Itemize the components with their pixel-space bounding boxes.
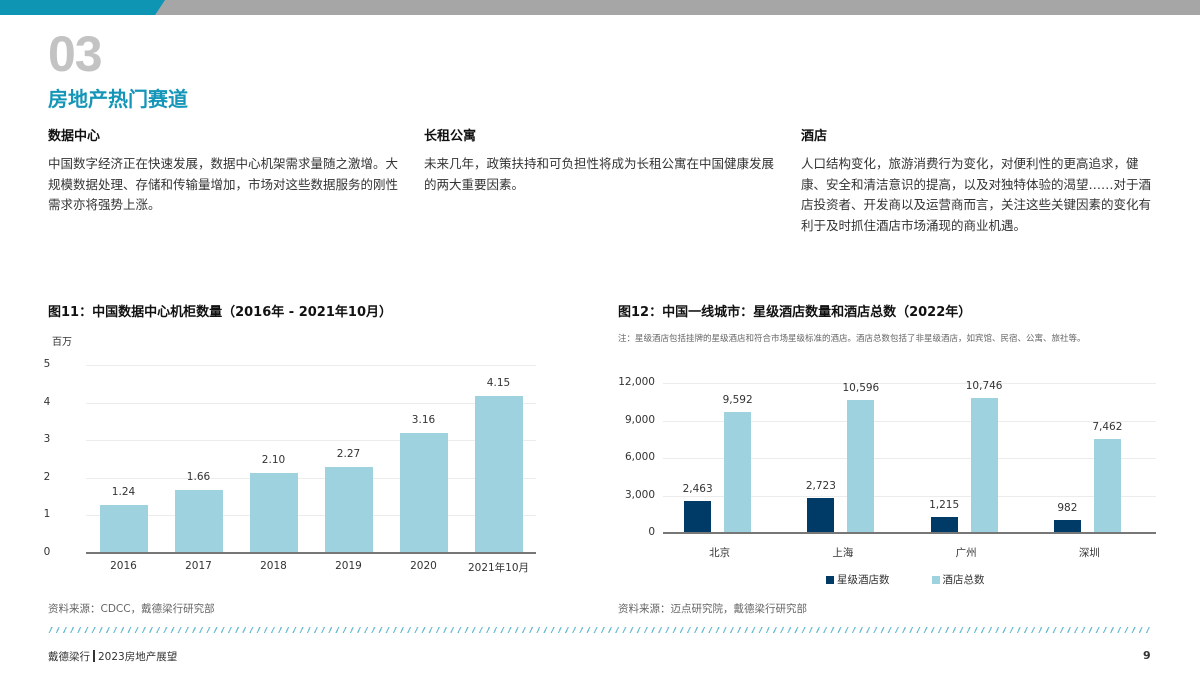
chart11-source: 资料来源：CDCC，戴德梁行研究部 — [48, 603, 215, 615]
bar-value-label: 1.66 — [186, 470, 211, 483]
bar-value-label: 7,462 — [1092, 420, 1123, 433]
gridline — [86, 477, 536, 479]
bar-value-label: 10,596 — [842, 381, 880, 394]
x-tick-label: 2019 — [335, 560, 362, 572]
y-tick-label: 3,000 — [624, 488, 655, 501]
y-tick-label: 1 — [43, 508, 51, 521]
x-tick-label: 2020 — [410, 560, 437, 572]
bar-total-hotels — [847, 399, 875, 532]
chart12-note: 注：星级酒店包括挂牌的星级酒店和符合市场星级标准的酒店。酒店总数包括了非星级酒店… — [618, 334, 1086, 344]
bar-value-label: 2.27 — [336, 447, 361, 460]
bar-value-label: 9,592 — [722, 394, 753, 407]
x-tick-label: 2016 — [110, 560, 137, 572]
bar — [324, 466, 373, 552]
chart11-plot: 1.24 1.66 2.10 2.27 3.16 4.15 — [86, 365, 536, 554]
gridline — [86, 515, 536, 517]
bar-value-label: 2,463 — [682, 483, 713, 496]
gridline — [86, 365, 536, 366]
bar-value-label: 3.16 — [411, 414, 436, 427]
bar — [99, 505, 148, 552]
footer-divider — [48, 627, 1153, 633]
x-tick-label: 2018 — [260, 560, 287, 572]
column-body: 人口结构变化，旅游消费行为变化，对便利性的更高追求，健康、安全和清洁意识的提高，… — [801, 156, 1152, 233]
x-tick-label: 深圳 — [1078, 547, 1100, 559]
bar-value-label: 2,723 — [805, 479, 836, 492]
footer-brand-line: 戴德梁行 2023房地产展望 — [48, 649, 177, 664]
bar-value-label: 1.24 — [111, 486, 136, 499]
bar-star-hotels — [930, 516, 958, 532]
chart11-unit-label: 百万 — [52, 337, 72, 348]
y-tick-label: 3 — [43, 433, 51, 446]
top-banner-accent — [0, 0, 165, 15]
y-tick-label: 4 — [43, 395, 51, 408]
column-body: 中国数字经济正在快速发展，数据中心机架需求量随之激增。大规模数据处理、存储和传输… — [48, 156, 399, 212]
section-title: 房地产热门赛道 — [48, 87, 188, 111]
footer-publication: 2023房地产展望 — [98, 651, 178, 663]
legend-swatch-total-hotels — [931, 575, 940, 584]
footer-brand: 戴德梁行 — [48, 651, 90, 663]
bar-total-hotels — [970, 397, 998, 532]
y-tick-label: 0 — [648, 526, 655, 538]
column-rental-apartments: 长租公寓 未来几年，政策扶持和可负担性将成为长租公寓在中国健康发展的两大重要因素… — [424, 128, 774, 195]
page-number: 9 — [1143, 649, 1151, 662]
y-tick-label: 2 — [43, 470, 51, 483]
bar — [399, 433, 448, 552]
bar-value-label: 2.10 — [261, 454, 286, 467]
y-tick-label: 9,000 — [624, 413, 655, 426]
bar-value-label: 982 — [1057, 501, 1078, 514]
legend-label-total-hotels: 酒店总数 — [942, 574, 985, 586]
column-heading: 酒店 — [801, 129, 828, 144]
y-tick-label: 12,000 — [618, 376, 655, 388]
legend-label-star-hotels: 星级酒店数 — [837, 574, 890, 586]
section-number: 03 — [48, 26, 103, 82]
bar-total-hotels — [1093, 438, 1121, 532]
gridline — [663, 383, 1156, 384]
gridline — [663, 420, 1156, 422]
x-tick-label: 2017 — [185, 560, 212, 572]
top-banner — [0, 0, 1200, 15]
column-body: 未来几年，政策扶持和可负担性将成为长租公寓在中国健康发展的两大重要因素。 — [424, 156, 775, 192]
bar — [174, 489, 223, 552]
bar-star-hotels — [684, 501, 712, 532]
column-heading: 长租公寓 — [424, 129, 477, 144]
legend-swatch-star-hotels — [826, 575, 834, 584]
bar — [249, 473, 298, 552]
y-tick-label: 6,000 — [624, 451, 655, 463]
chart12-legend: 星级酒店数 酒店总数 — [826, 572, 985, 587]
bar-star-hotels — [1053, 519, 1081, 532]
x-tick-label: 2021年10月 — [467, 562, 530, 574]
chart12-plot: 2,463 9,592 2,723 10,596 1,215 10,746 982 7,462 — [663, 379, 1156, 534]
x-axis-line — [663, 532, 1156, 534]
y-tick-label: 5 — [43, 358, 51, 370]
bar-star-hotels — [807, 497, 835, 532]
bar — [474, 395, 523, 552]
gridline — [86, 440, 536, 442]
footer-separator — [93, 650, 95, 662]
y-tick-label: 0 — [43, 546, 51, 558]
chart11-title: 图11：中国数据中心机柜数量（2016年 - 2021年10月） — [48, 305, 392, 320]
x-tick-label: 上海 — [832, 547, 854, 559]
column-data-center: 数据中心 中国数字经济正在快速发展，数据中心机架需求量随之激增。大规模数据处理、… — [48, 128, 398, 216]
chart12-source: 资料来源：迈点研究院，戴德梁行研究部 — [618, 603, 807, 615]
x-axis-line — [86, 552, 536, 554]
column-hotels: 酒店 人口结构变化，旅游消费行为变化，对便利性的更高追求，健康、安全和清洁意识的… — [801, 128, 1161, 236]
column-heading: 数据中心 — [48, 129, 101, 144]
bar-value-label: 4.15 — [486, 376, 511, 389]
bar-total-hotels — [724, 412, 752, 532]
bar-value-label: 1,215 — [929, 498, 960, 511]
x-tick-label: 广州 — [955, 547, 977, 559]
x-tick-label: 北京 — [709, 547, 731, 559]
gridline — [86, 402, 536, 404]
gridline — [663, 495, 1156, 497]
gridline — [663, 458, 1156, 459]
chart12-title: 图12：中国一线城市：星级酒店数量和酒店总数（2022年） — [618, 305, 972, 320]
bar-value-label: 10,746 — [965, 379, 1003, 392]
